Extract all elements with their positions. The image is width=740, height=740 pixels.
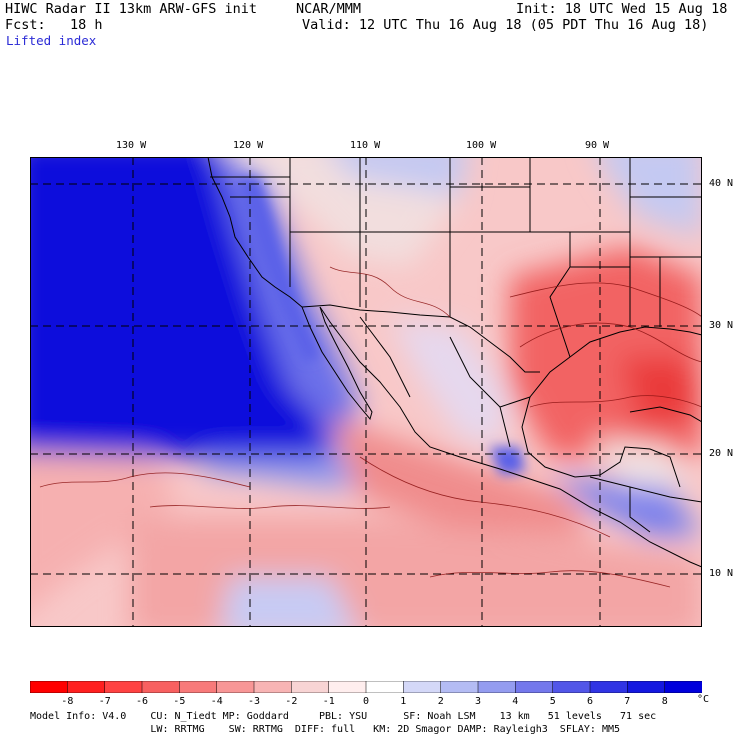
lon-label-120w: 120 W — [233, 140, 264, 151]
colorbar-swatch — [365, 681, 405, 693]
colorbar-tick-label: 7 — [624, 696, 631, 707]
gulf-core — [620, 357, 702, 427]
central-america-blue — [550, 477, 702, 537]
colorbar-swatch — [141, 681, 181, 693]
colorbar-swatch — [403, 681, 442, 693]
colorbar-swatch — [67, 681, 106, 693]
colorbar-tick-label: -4 — [210, 696, 223, 707]
model-info-line1: Model Info: V4.0 CU: N_Tiedt MP: Goddard… — [30, 711, 657, 722]
lon-label-90w: 90 W — [585, 140, 610, 151]
colorbar-swatch — [627, 681, 666, 693]
colorbar-swatch — [216, 681, 255, 693]
colorbar-unit: °C — [697, 694, 710, 705]
valid-time: Valid: 12 UTC Thu 16 Aug 18 (05 PDT Thu … — [302, 17, 709, 33]
pacific-stable-air — [30, 157, 330, 457]
forecast-hour: Fcst: 18 h — [5, 17, 103, 33]
colorbar-tick-label: -8 — [61, 696, 74, 707]
colorbar-swatch — [291, 681, 330, 693]
lon-label-110w: 110 W — [350, 140, 381, 151]
colorbar-swatch — [477, 681, 517, 693]
colorbar-swatch — [552, 681, 591, 693]
mexico-highland-neutral — [390, 317, 510, 447]
north-plains-blue — [335, 157, 467, 197]
colorbar-swatch — [589, 681, 629, 693]
colorbar-swatch — [328, 681, 367, 693]
lifted-index-map — [30, 157, 702, 627]
pacific-south-blue — [200, 457, 360, 487]
lon-label-130w: 130 W — [116, 140, 147, 151]
lat-label-20n: 20 N — [709, 448, 734, 459]
colorbar-tick-label: -5 — [173, 696, 186, 707]
model-title: HIWC Radar II 13km ARW-GFS init — [5, 1, 257, 17]
lat-lon-grid — [30, 157, 702, 627]
institution: NCAR/MMM — [296, 1, 362, 17]
california-coast-blue — [235, 177, 320, 362]
lat-label-30n: 30 N — [709, 320, 734, 331]
lat-label-40n: 40 N — [709, 178, 734, 189]
colorbar-swatch — [440, 681, 479, 693]
lon-label-100w: 100 W — [466, 140, 497, 151]
colorbar-swatch — [664, 681, 702, 693]
colorbar — [30, 681, 702, 693]
colorbar-tick-label: -3 — [248, 696, 261, 707]
colorbar-swatch — [515, 681, 554, 693]
yucatan-neutral — [590, 437, 690, 487]
colorbar-tick-label: 5 — [549, 696, 556, 707]
colorbar-swatch — [104, 681, 143, 693]
map-frame — [30, 157, 702, 627]
colorbar-tick-label: 8 — [661, 696, 668, 707]
field-name: Lifted index — [6, 33, 97, 48]
colorbar-tick-label: 3 — [475, 696, 482, 707]
colorbar-tick-label: -2 — [285, 696, 298, 707]
init-time: Init: 18 UTC Wed 15 Aug 18 — [516, 1, 728, 17]
colorbar-tick-label: 1 — [400, 696, 407, 707]
colorbar-tick-label: 6 — [587, 696, 594, 707]
colorbar-tick-label: 0 — [363, 696, 370, 707]
colorbar-tick-label: 4 — [512, 696, 519, 707]
colorbar-tick-label: -1 — [322, 696, 335, 707]
colorbar-swatch — [30, 681, 69, 693]
lat-label-10n: 10 N — [709, 568, 734, 579]
east-pacific-red — [330, 417, 590, 537]
pacific-bottom-blue — [221, 577, 355, 627]
colorbar-tick-label: -7 — [98, 696, 111, 707]
colorbar-tick-label: -6 — [136, 696, 149, 707]
lifted-index-contours — [39, 266, 702, 588]
pacific-southwest-pink — [30, 452, 180, 611]
gulf-unstable-air — [510, 247, 702, 457]
model-info-line2: LW: RRTMG SW: RRTMG DIFF: full KM: 2D Sm… — [30, 724, 621, 735]
colorbar-tick-label: 2 — [437, 696, 444, 707]
colorbar-swatch — [179, 681, 218, 693]
colorbar-swatch — [253, 681, 293, 693]
